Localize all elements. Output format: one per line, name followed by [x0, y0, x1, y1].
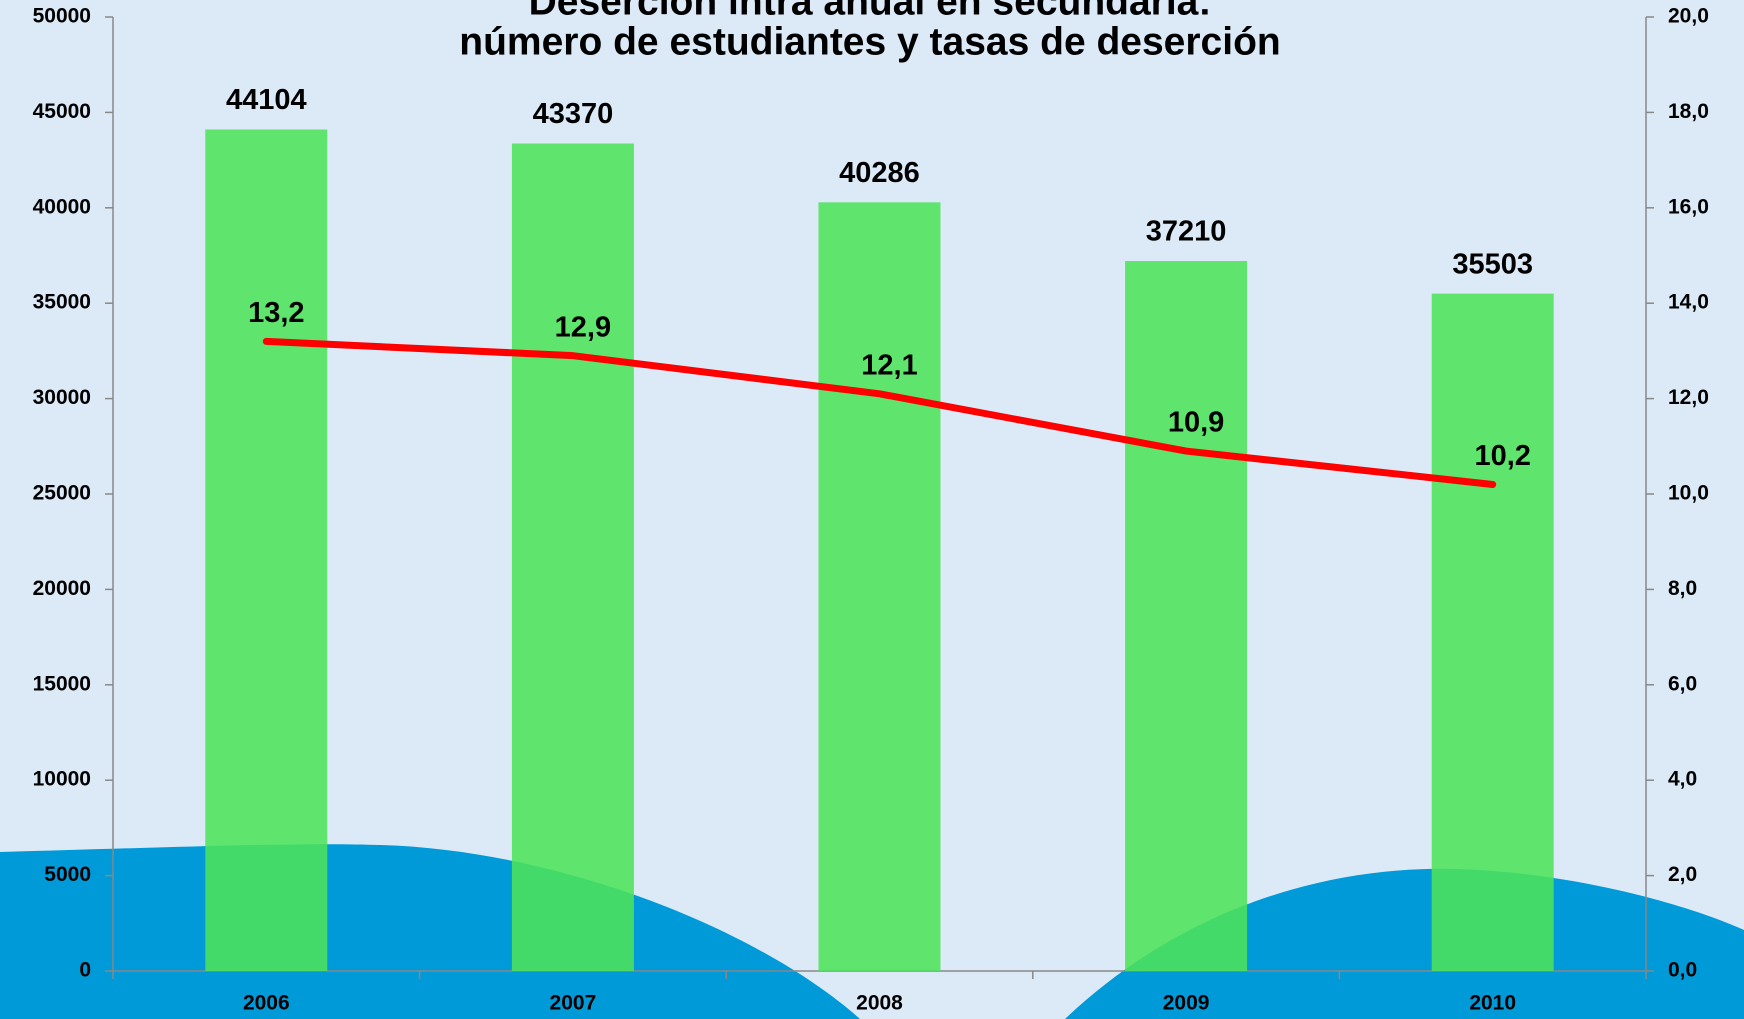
bar	[205, 129, 327, 971]
y-tick-label: 35000	[33, 291, 91, 314]
bar	[819, 202, 941, 971]
line-value-label: 10,2	[1474, 440, 1530, 472]
bar-value-label: 35503	[1452, 248, 1533, 280]
y2-tick-label: 6,0	[1668, 672, 1697, 695]
x-tick-label: 2008	[856, 992, 903, 1015]
x-tick-label: 2009	[1163, 992, 1210, 1015]
y2-tick-label: 10,0	[1668, 482, 1709, 505]
y2-tick-label: 16,0	[1668, 195, 1709, 218]
y2-tick-label: 14,0	[1668, 291, 1709, 314]
y-tick-label: 20000	[33, 577, 91, 600]
y2-tick-label: 8,0	[1668, 577, 1697, 600]
y2-tick-label: 0,0	[1668, 959, 1697, 982]
y-tick-label: 0	[79, 959, 91, 982]
chart: Deserción intra anual en secundaria: núm…	[0, 0, 1744, 1019]
y2-tick-label: 4,0	[1668, 768, 1697, 791]
bar-value-label: 37210	[1146, 216, 1227, 248]
y2-tick-label: 18,0	[1668, 100, 1709, 123]
x-tick-label: 2006	[243, 992, 290, 1015]
line-value-label: 12,1	[861, 349, 917, 381]
x-tick-label: 2007	[550, 992, 597, 1015]
y-tick-label: 30000	[33, 386, 91, 409]
y-tick-label: 50000	[33, 5, 91, 28]
bar-value-label: 40286	[839, 157, 920, 189]
y-tick-label: 10000	[33, 768, 91, 791]
line-value-label: 12,9	[555, 311, 611, 343]
y-tick-label: 25000	[33, 482, 91, 505]
y-tick-label: 40000	[33, 195, 91, 218]
chart-subtitle: número de estudiantes y tasas de deserci…	[459, 20, 1280, 63]
y-tick-label: 45000	[33, 100, 91, 123]
line-value-label: 10,9	[1168, 407, 1224, 439]
y2-tick-label: 2,0	[1668, 863, 1697, 886]
bar	[512, 144, 634, 971]
line-value-label: 13,2	[248, 297, 304, 329]
y-tick-label: 5000	[44, 863, 91, 886]
background-wave	[0, 844, 860, 1019]
bar	[1125, 261, 1247, 971]
y2-tick-label: 20,0	[1668, 5, 1709, 28]
y2-tick-label: 12,0	[1668, 386, 1709, 409]
bar	[1432, 294, 1554, 971]
bar-value-label: 44104	[226, 84, 307, 116]
y-tick-label: 15000	[33, 672, 91, 695]
page: {"chart_data": {"type": "bar", "title": …	[0, 0, 1744, 1019]
x-tick-label: 2010	[1469, 992, 1516, 1015]
bar-value-label: 43370	[533, 98, 614, 130]
